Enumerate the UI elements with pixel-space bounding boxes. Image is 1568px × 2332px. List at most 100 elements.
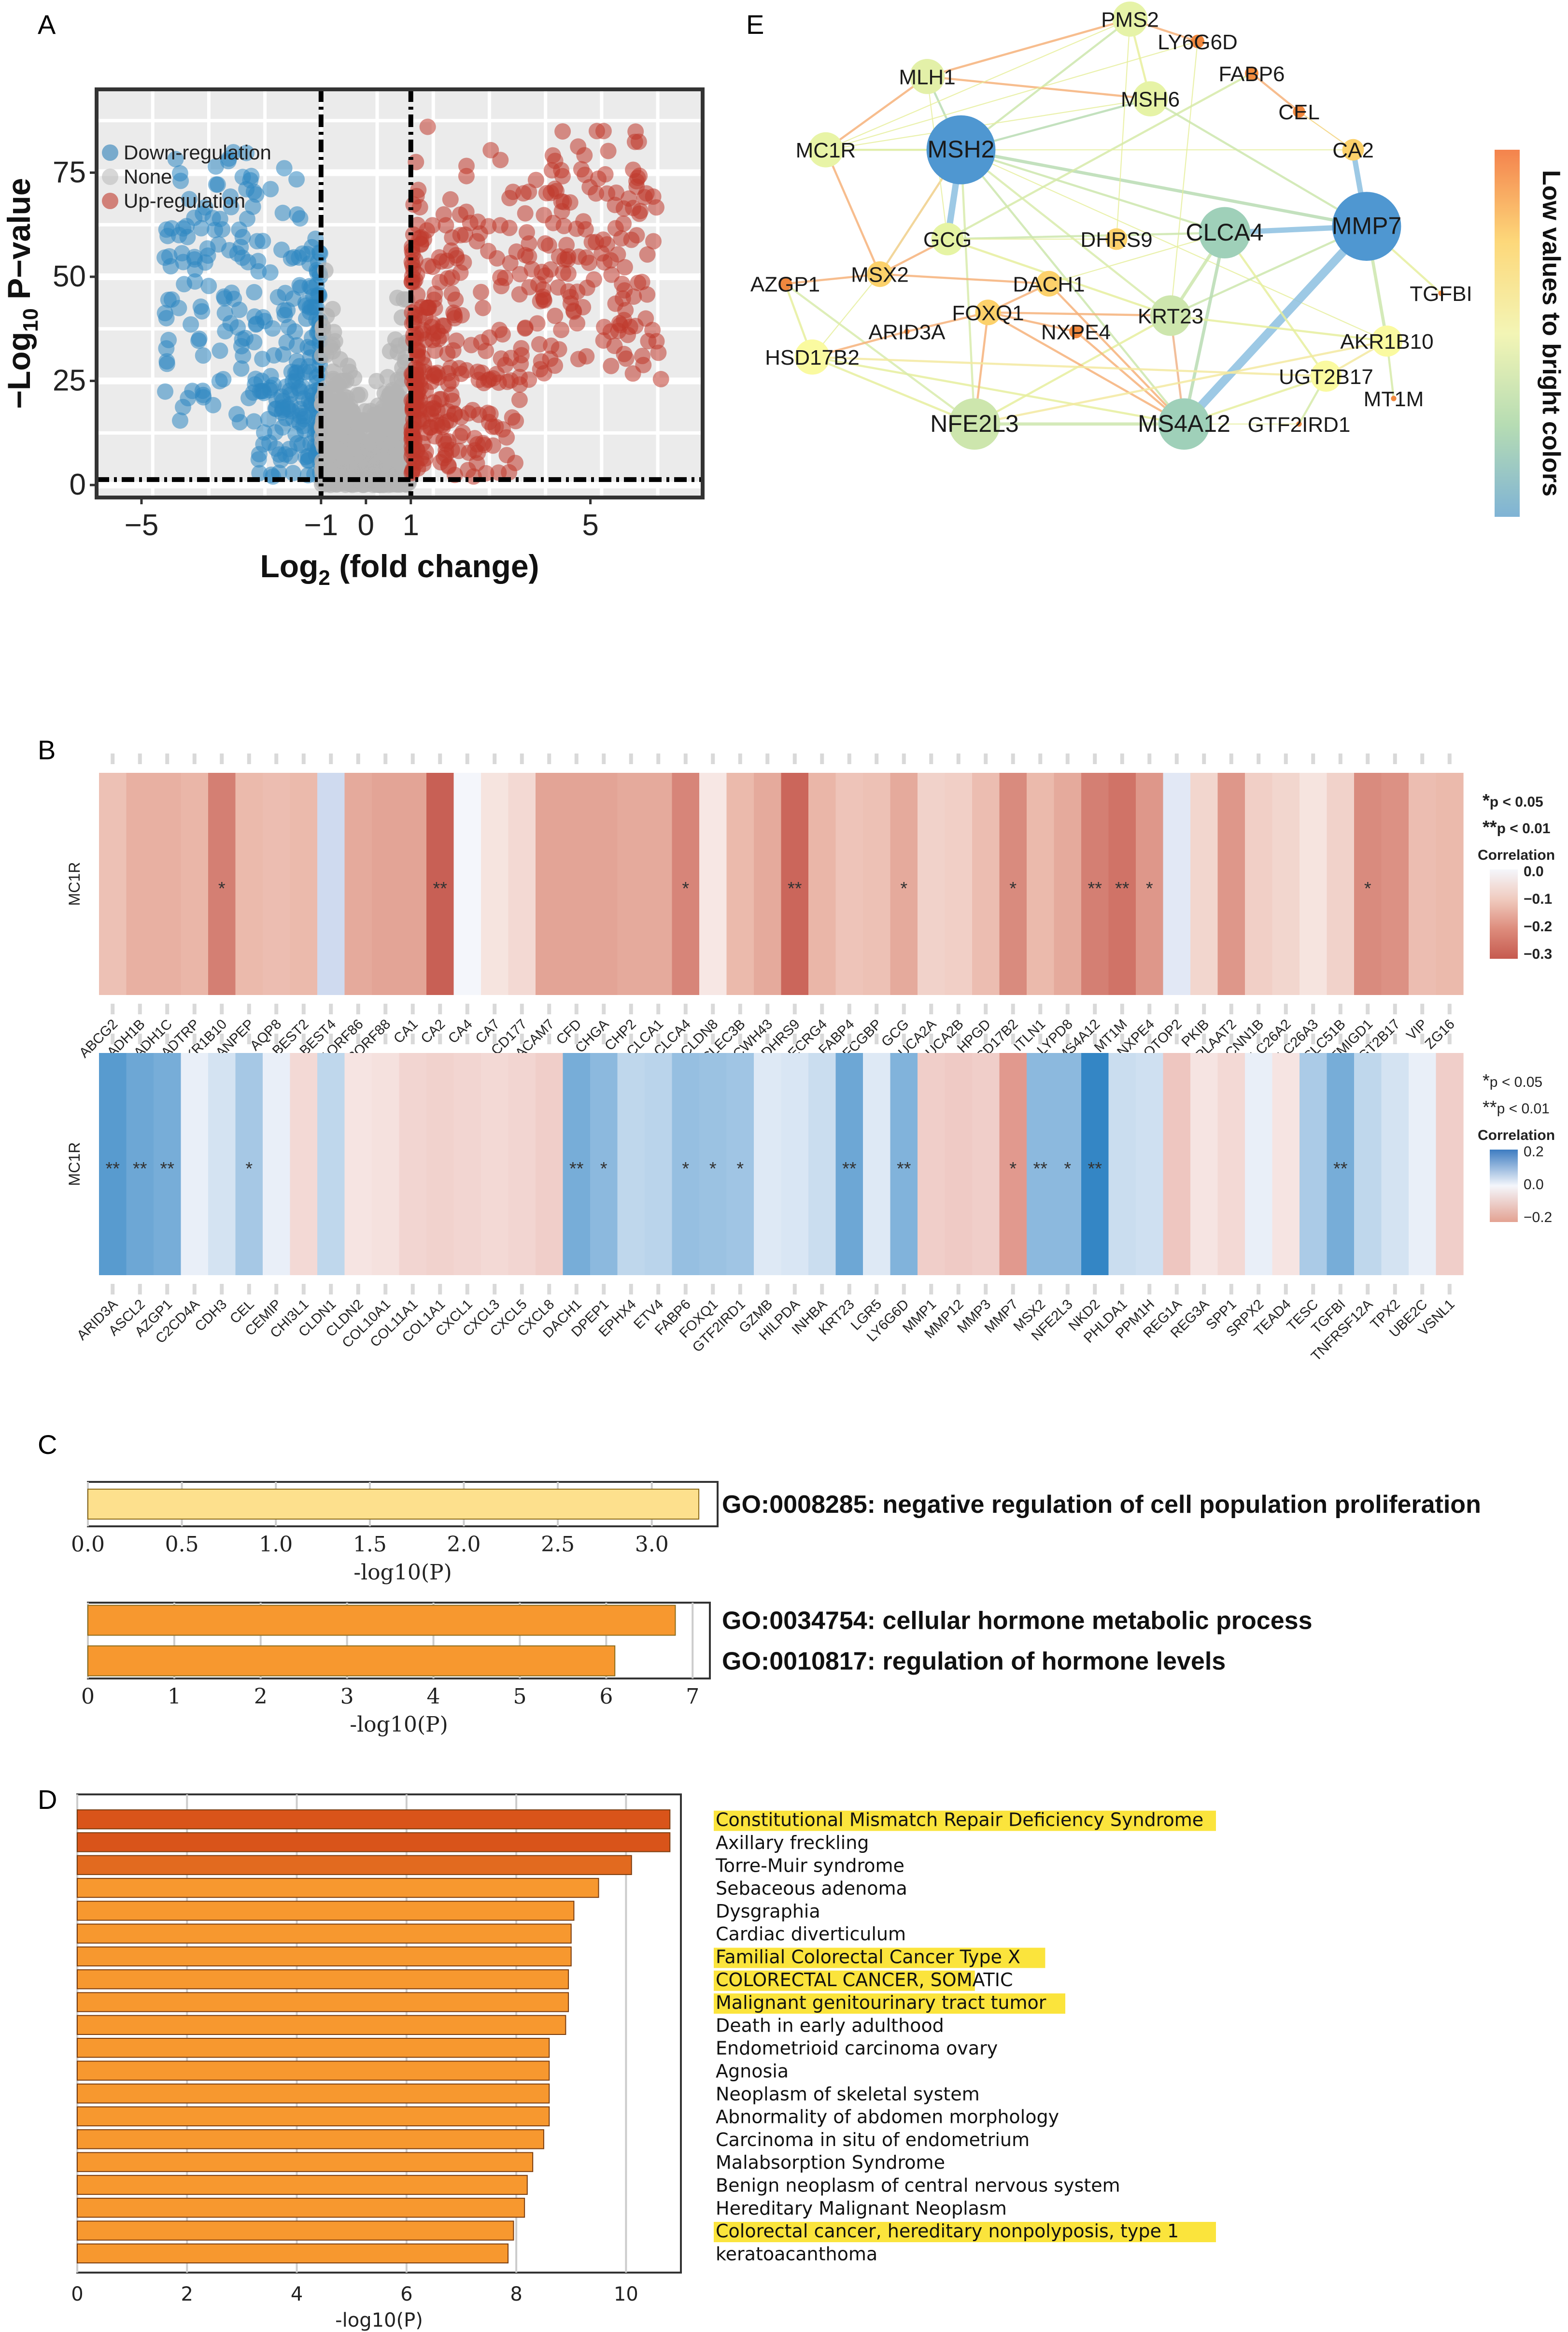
heatmap-cell <box>99 773 127 995</box>
heatmap-cell <box>918 773 946 995</box>
network-node-label: MSX2 <box>851 263 909 287</box>
heatmap-cell <box>1245 1053 1273 1275</box>
disease-tick-label: 0 <box>71 2283 83 2305</box>
volcano-point-none <box>325 363 341 380</box>
heatmap-top-tick <box>984 1034 988 1044</box>
heatmap-bottom-tick <box>875 1284 879 1294</box>
network-edge-ly6g6d-mc1r <box>825 41 1199 151</box>
volcano-point-up-regulation <box>652 370 669 387</box>
panel-label-c: C <box>38 1429 57 1460</box>
disease-label: Neoplasm of skeletal system <box>716 2083 980 2104</box>
volcano-point-up-regulation <box>442 191 459 208</box>
network-edge-msh2-akr1b10 <box>960 149 1388 342</box>
disease-bar <box>77 2220 514 2241</box>
network-node-label: GTF2IRD1 <box>1248 413 1351 437</box>
heatmap-top-tick <box>847 1034 851 1044</box>
colorbar <box>1495 150 1520 517</box>
heatmap-top-tick <box>247 754 251 764</box>
heatmap-bottom-tick <box>356 1004 360 1014</box>
heatmap-bottom-tick <box>301 1004 306 1014</box>
volcano-point-down-regulation <box>286 323 303 340</box>
network-node-label: MT1M <box>1364 387 1424 411</box>
significance-mark: ** <box>1088 879 1102 899</box>
network-node-akr1b10 <box>1371 326 1403 357</box>
heatmap-cell <box>1054 773 1082 995</box>
heatmap-top-tick <box>1120 1034 1124 1044</box>
volcano-point-down-regulation <box>197 199 213 216</box>
heatmap-bottom-tick <box>1202 1004 1206 1014</box>
heatmap-cell <box>1190 773 1218 995</box>
volcano-point-down-regulation <box>301 299 318 316</box>
heatmap-cell <box>1327 1053 1355 1275</box>
volcano-point-down-regulation <box>280 401 297 418</box>
heatmap-top-tick <box>247 1034 251 1044</box>
volcano-point-up-regulation <box>417 309 434 326</box>
disease-label: keratoacanthoma <box>716 2243 877 2264</box>
volcano-point-up-regulation <box>562 295 579 312</box>
significance-mark: ** <box>105 1159 120 1179</box>
heatmap-top-tick <box>1093 1034 1097 1044</box>
disease-bar <box>77 2038 550 2058</box>
network-node-label: DACH1 <box>1013 272 1085 296</box>
heatmap-cell <box>863 1053 891 1275</box>
volcano-point-up-regulation <box>588 123 605 140</box>
heatmap-bottom-tick <box>820 1284 824 1294</box>
volcano-point-down-regulation <box>208 176 225 193</box>
volcano-point-up-regulation <box>480 242 497 259</box>
heatmap-bottom-tick <box>1420 1004 1425 1014</box>
network-node-label: AKR1B10 <box>1340 330 1433 354</box>
volcano-point-none <box>332 418 349 435</box>
heatmap-top-tick <box>1366 754 1370 764</box>
heatmap-top-tick <box>329 754 333 764</box>
heatmap-top-tick <box>1065 1034 1070 1044</box>
disease-tick-label: 10 <box>614 2283 638 2305</box>
heatmap-top-tick <box>383 754 388 764</box>
volcano-point-up-regulation <box>517 320 534 337</box>
network-node-mc1r <box>808 132 844 168</box>
volcano-point-down-regulation <box>246 284 263 300</box>
heatmap-bottom-tick <box>902 1284 906 1294</box>
network-node-label: KRT23 <box>1138 304 1203 328</box>
heatmap-cell <box>399 1053 427 1275</box>
heatmap-cell <box>645 1053 673 1275</box>
heatmap-top-tick <box>1420 1034 1425 1044</box>
disease-tick-label: 8 <box>510 2283 522 2305</box>
heatmap-top-tick <box>1147 754 1152 764</box>
heatmap-cell <box>999 773 1027 995</box>
heatmap-cell <box>1163 1053 1191 1275</box>
heatmap-cell <box>617 773 645 995</box>
disease-bar <box>77 1969 569 1990</box>
heatmap-top-tick <box>438 1034 442 1044</box>
volcano-point-up-regulation <box>555 217 572 234</box>
heatmap-bottom-tick <box>220 1284 224 1294</box>
heatmap-top-tick <box>520 1034 524 1044</box>
volcano-point-down-regulation <box>276 160 293 177</box>
heatmap-bottom-tick <box>274 1004 279 1014</box>
heatmap-top-tick <box>1093 754 1097 764</box>
heatmap-bottom-tick <box>683 1004 688 1014</box>
network-edge-hsd17b2-ugt2b17 <box>811 356 1328 377</box>
heatmap-top-tick <box>574 754 579 764</box>
significance-mark: * <box>736 1159 744 1179</box>
heatmap-bottom-tick <box>111 1004 115 1014</box>
heatmap-cell <box>645 773 673 995</box>
significance-mark: * <box>682 1159 689 1179</box>
volcano-point-none <box>396 291 412 308</box>
y-tick-label: 50 <box>53 260 86 293</box>
volcano-point-up-regulation <box>476 375 493 391</box>
network-node-label: NXPE4 <box>1041 320 1111 344</box>
volcano-point-up-regulation <box>443 372 460 389</box>
disease-bar <box>77 2083 550 2104</box>
volcano-point-up-regulation <box>426 285 443 302</box>
gene-label: CDH3 <box>192 1296 230 1334</box>
heatmap-cell <box>235 1053 263 1275</box>
heatmap-top-tick <box>956 1034 961 1044</box>
heatmap-cell <box>344 1053 372 1275</box>
network-edge-pms2-dhrs9 <box>1116 18 1131 240</box>
correlation-legend-tick: 0.0 <box>1524 1177 1544 1193</box>
heatmap-top-tick <box>1174 1034 1179 1044</box>
volcano-point-up-regulation <box>645 233 662 250</box>
volcano-point-down-regulation <box>172 412 188 429</box>
network-node-label: GCG <box>923 228 972 252</box>
disease-highlight <box>714 1993 1065 2014</box>
